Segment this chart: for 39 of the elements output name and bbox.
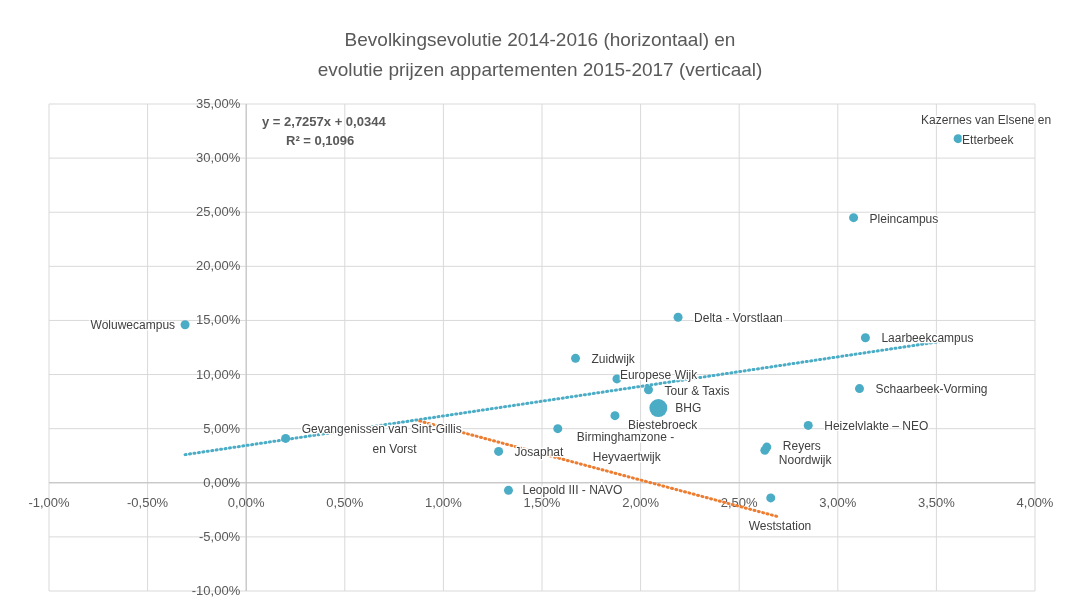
y-tick-label: 20,00%	[196, 258, 241, 274]
annotation: Zuidwijk	[591, 352, 636, 367]
annotation: Birminghamzone - Heyvaertwijk	[576, 429, 675, 464]
x-tick-label: 2,00%	[622, 494, 660, 510]
annotation: Noordwijk	[778, 453, 833, 468]
annotation: Leopold III - NAVO	[522, 483, 623, 498]
y-tick-label: -10,00%	[191, 583, 241, 598]
annotation: Delta - Vorstlaan	[694, 311, 783, 326]
y-tick-label: 0,00%	[203, 474, 241, 490]
y-tick-label: 5,00%	[203, 420, 241, 436]
x-tick-label: 0,50%	[326, 494, 364, 510]
chart-title: Bevolkingsevolutie 2014-2016 (horizontaal) en evolutie prijzen appartementen 2015-2017 (verticaal)	[317, 29, 763, 80]
annotation: Pleincampus	[869, 211, 939, 226]
x-tick-label: 3,00%	[819, 494, 857, 510]
annotation: Reyers	[782, 439, 821, 454]
y-tick-label: 25,00%	[196, 204, 241, 220]
annotation: BHG	[675, 401, 702, 416]
annotation: Kazernes van Elsene en Etterbeek	[921, 112, 1052, 147]
x-tick-label: 4,00%	[1016, 494, 1054, 510]
y-tick-label: -5,00%	[199, 528, 241, 544]
x-tick-label: 3,50%	[917, 494, 956, 510]
annotation: Weststation	[748, 518, 812, 533]
annotation: Laarbeekcampus	[881, 330, 974, 345]
y-tick-label: 15,00%	[196, 312, 241, 328]
annotation: Heizelvlakte – NEO	[824, 419, 929, 434]
annotation: Schaarbeek-Vorming	[875, 381, 988, 396]
x-tick-label: -0,50%	[127, 494, 169, 510]
annotation: Tour & Taxis	[664, 383, 730, 398]
y-tick-label: 35,00%	[196, 96, 241, 111]
x-tick-label: -1,00%	[28, 494, 71, 510]
x-tick-label: 1,00%	[424, 494, 463, 510]
y-tick-label: 10,00%	[196, 366, 241, 382]
annotation: Woluwecampus	[90, 317, 176, 332]
annotation: R² = 0,1096	[286, 133, 355, 148]
y-tick-label: 30,00%	[196, 150, 241, 166]
annotation: y = 2,7257x + 0,0344	[262, 114, 387, 129]
annotation: Europese Wijk	[619, 367, 699, 382]
x-tick-label: 0,00%	[227, 494, 266, 510]
annotation: Biestebroeck	[627, 417, 699, 432]
